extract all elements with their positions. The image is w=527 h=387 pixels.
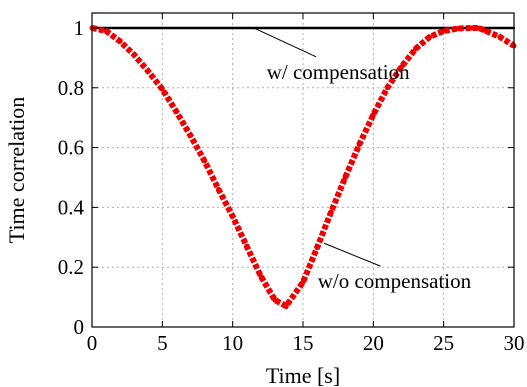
x-axis-title: Time [s] [266,363,340,387]
data-point-without-compensation [427,34,433,40]
data-point-with-compensation [301,26,305,30]
data-point-without-compensation [469,25,475,31]
data-point-without-compensation [244,243,250,249]
data-point-without-compensation [272,297,278,303]
label-without-compensation: w/o compensation [318,269,472,293]
data-point-without-compensation [398,64,404,70]
x-tick-label: 15 [293,331,314,355]
annotation-leader-line [253,27,317,58]
data-point-without-compensation [202,158,208,164]
y-tick-label: 0 [74,315,85,339]
ticks: 0 5 10 15 20 25 30 0 0.2 0.4 0.6 0.8 1 [58,13,525,355]
data-point-without-compensation [314,245,320,251]
data-point-without-compensation [283,303,289,309]
y-axis-title: Time correlation [4,97,29,243]
data-point-with-compensation [161,26,164,30]
annotation-leader-line [323,242,381,267]
data-point-without-compensation [216,186,222,192]
data-point-without-compensation [384,85,390,91]
x-tick-label: 20 [363,331,384,355]
data-point-without-compensation [145,68,151,74]
data-point-without-compensation [258,273,264,279]
data-point-without-compensation [356,142,362,148]
y-tick-label: 0.8 [58,76,84,100]
x-tick-label: 0 [87,331,98,355]
annotations: w/ compensation w/o compensation [253,27,472,293]
data-point-without-compensation [230,213,236,219]
data-point-without-compensation [413,46,419,52]
data-point-without-compensation [328,209,334,215]
data-point-without-compensation [187,133,193,139]
data-point-without-compensation [342,174,348,180]
data-point-without-compensation [497,34,503,40]
y-tick-label: 0.6 [58,136,84,160]
data-point-without-compensation [455,26,461,32]
x-tick-label: 10 [222,331,243,355]
y-tick-label: 1 [74,16,85,40]
x-tick-label: 5 [157,331,168,355]
data-point-without-compensation [117,38,123,44]
data-point-without-compensation [476,25,482,31]
data-point-without-compensation [483,28,489,34]
data-point-with-compensation [231,26,234,30]
y-tick-label: 0.2 [58,255,84,279]
x-tick-label: 25 [433,331,454,355]
data-point-without-compensation [300,279,306,285]
x-tick-label: 30 [504,331,525,355]
data-point-without-compensation [173,109,179,115]
data-point-without-compensation [103,28,109,34]
data-point-without-compensation [131,52,137,58]
label-with-compensation: w/ compensation [267,60,410,84]
data-point-without-compensation [370,112,376,118]
data-point-without-compensation [159,86,165,92]
data-point-with-compensation [372,26,375,30]
y-tick-label: 0.4 [58,195,85,219]
data-point-without-compensation [441,28,447,34]
